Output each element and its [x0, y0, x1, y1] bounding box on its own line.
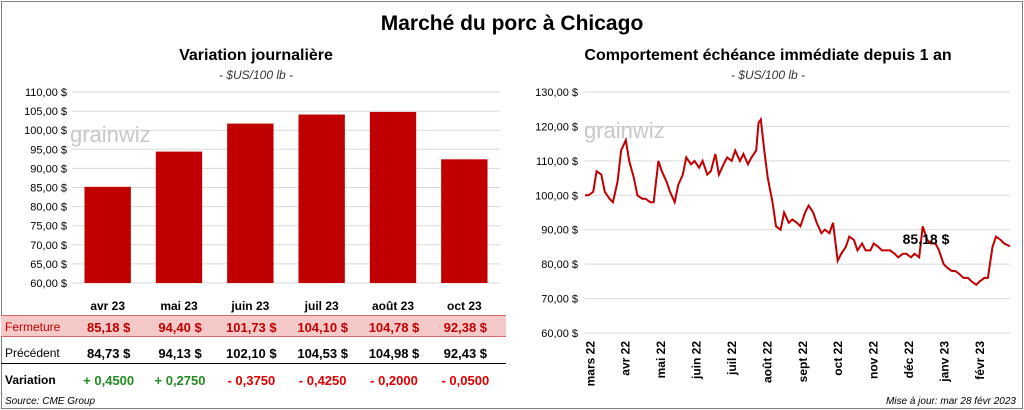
line-xtick-label: août 22: [760, 341, 774, 383]
line-xtick-label: mars 22: [583, 341, 597, 387]
line-xtick-label: avr 22: [619, 341, 633, 376]
close-row: Fermeture 85,18 $ 94,40 $ 101,73 $ 104,10 $…: [1, 315, 506, 337]
table-cell: 92,43 $: [443, 346, 488, 361]
table-cell: - 0,3750: [227, 373, 276, 388]
bar-ytick-label: 95,00 $: [30, 144, 67, 156]
bar-ytick-label: 90,00 $: [30, 163, 67, 175]
main-title: Marché du porc à Chicago: [380, 12, 644, 35]
table-cell: - 0,0500: [441, 373, 490, 388]
line-xtick-label: févr 23: [973, 341, 987, 380]
line-xtick: avr 22: [619, 341, 633, 376]
line-ytick-label: 80,00 $: [541, 259, 578, 271]
line-xtick-label: juin 22: [690, 341, 704, 380]
watermark-left: grainwiz: [70, 122, 151, 147]
line-ytick-label: 100,00 $: [535, 190, 578, 202]
bar-ytick-label: 100,00 $: [24, 125, 67, 137]
last-value-label: 85,18 $: [903, 231, 950, 247]
left-chart-unit: - $US/100 lb -: [218, 68, 294, 82]
series-line: [585, 116, 1011, 287]
line-xtick: nov 22: [867, 341, 881, 379]
watermark-right: grainwiz: [584, 118, 665, 143]
bar: [441, 159, 488, 283]
line-xtick: mai 22: [654, 341, 668, 379]
table-cell: 85,18 $: [86, 320, 131, 335]
bar-ytick-label: 70,00 $: [30, 240, 67, 252]
source-note: Source: CME Group: [5, 396, 96, 407]
right-chart-title: Comportement échéance immédiate depuis 1…: [584, 47, 952, 64]
table-cell: + 0,4500: [83, 373, 135, 388]
bar-ytick-label: 85,00 $: [30, 183, 67, 195]
table-cell: 92,38 $: [443, 320, 488, 335]
bar-ytick-label: 80,00 $: [30, 202, 67, 214]
line-xtick: mars 22: [583, 341, 597, 387]
line-xtick: févr 23: [973, 341, 987, 380]
line-xtick-label: sept 22: [796, 341, 810, 383]
line-ytick-label: 130,00 $: [535, 87, 578, 99]
line-xtick: juil 22: [725, 341, 739, 376]
line-xtick-label: oct 22: [831, 341, 845, 376]
line-xtick: oct 22: [831, 341, 845, 376]
bar: [84, 186, 131, 283]
line-ytick-label: 120,00 $: [535, 121, 578, 133]
previous-row-label: Précédent: [5, 346, 60, 360]
bar-ytick-label: 110,00 $: [25, 87, 67, 99]
bar-category-label: août 23: [372, 299, 414, 313]
variation-row-label: Variation: [5, 373, 56, 387]
table-cell: - 0,4250: [298, 373, 347, 388]
line-xtick: sept 22: [796, 341, 810, 383]
table-cell: 102,10 $: [226, 346, 277, 361]
bar-category-label: oct 23: [447, 299, 482, 313]
line-ytick-label: 70,00 $: [541, 294, 578, 306]
previous-row: Précédent 84,73 $ 94,13 $ 102,10 $ 104,53 $…: [1, 342, 506, 364]
bar-ytick-label: 105,00 $: [24, 106, 67, 118]
table-cell: 94,13 $: [158, 346, 202, 361]
left-chart-title: Variation journalière: [179, 47, 333, 64]
bar-ytick-label: 75,00 $: [30, 221, 67, 233]
bar-ytick-label: 60,00 $: [30, 278, 67, 290]
line-ytick-label: 90,00 $: [541, 225, 578, 237]
table-cell: 104,10 $: [297, 320, 348, 335]
bar: [227, 123, 274, 283]
update-note: Mise à jour: mar 28 févr 2023: [885, 396, 1016, 407]
line-xtick-label: janv 23: [938, 341, 952, 383]
bar-ytick-label: 65,00 $: [30, 259, 67, 271]
table-cell: - 0,2000: [370, 373, 418, 388]
line-xtick: déc 22: [902, 341, 916, 379]
bar-category-label: juin 23: [230, 299, 269, 313]
bar-category-label: juil 23: [304, 299, 339, 313]
close-row-label: Fermeture: [5, 320, 61, 334]
line-xtick: juin 22: [690, 341, 704, 380]
line-ytick-label: 110,00 $: [536, 156, 578, 168]
line-xtick: janv 23: [938, 341, 952, 383]
table-cell: 104,78 $: [368, 320, 420, 335]
bar-category-label: avr 23: [90, 299, 125, 313]
table-cell: 101,73 $: [226, 320, 277, 335]
bar: [369, 111, 417, 283]
table-cell: 84,73 $: [86, 346, 131, 361]
bar-category-label: mai 23: [160, 299, 198, 313]
line-xtick-label: nov 22: [867, 341, 881, 379]
table-cell: 94,40 $: [158, 320, 202, 335]
table-cell: 104,98 $: [368, 346, 420, 361]
table-cell: 104,53 $: [297, 346, 348, 361]
variation-row: Variation + 0,4500 + 0,2750 - 0,3750 - 0,42…: [1, 369, 506, 391]
line-xtick-label: juil 22: [725, 341, 739, 376]
line-ytick-label: 60,00 $: [541, 328, 578, 340]
line-xtick-label: déc 22: [902, 341, 916, 379]
bar: [298, 114, 345, 284]
line-xtick: août 22: [760, 341, 774, 383]
bar: [155, 151, 203, 283]
right-chart-unit: - $US/100 lb -: [730, 68, 806, 82]
table-cell: + 0,2750: [154, 373, 206, 388]
line-xtick-label: mai 22: [654, 341, 668, 379]
